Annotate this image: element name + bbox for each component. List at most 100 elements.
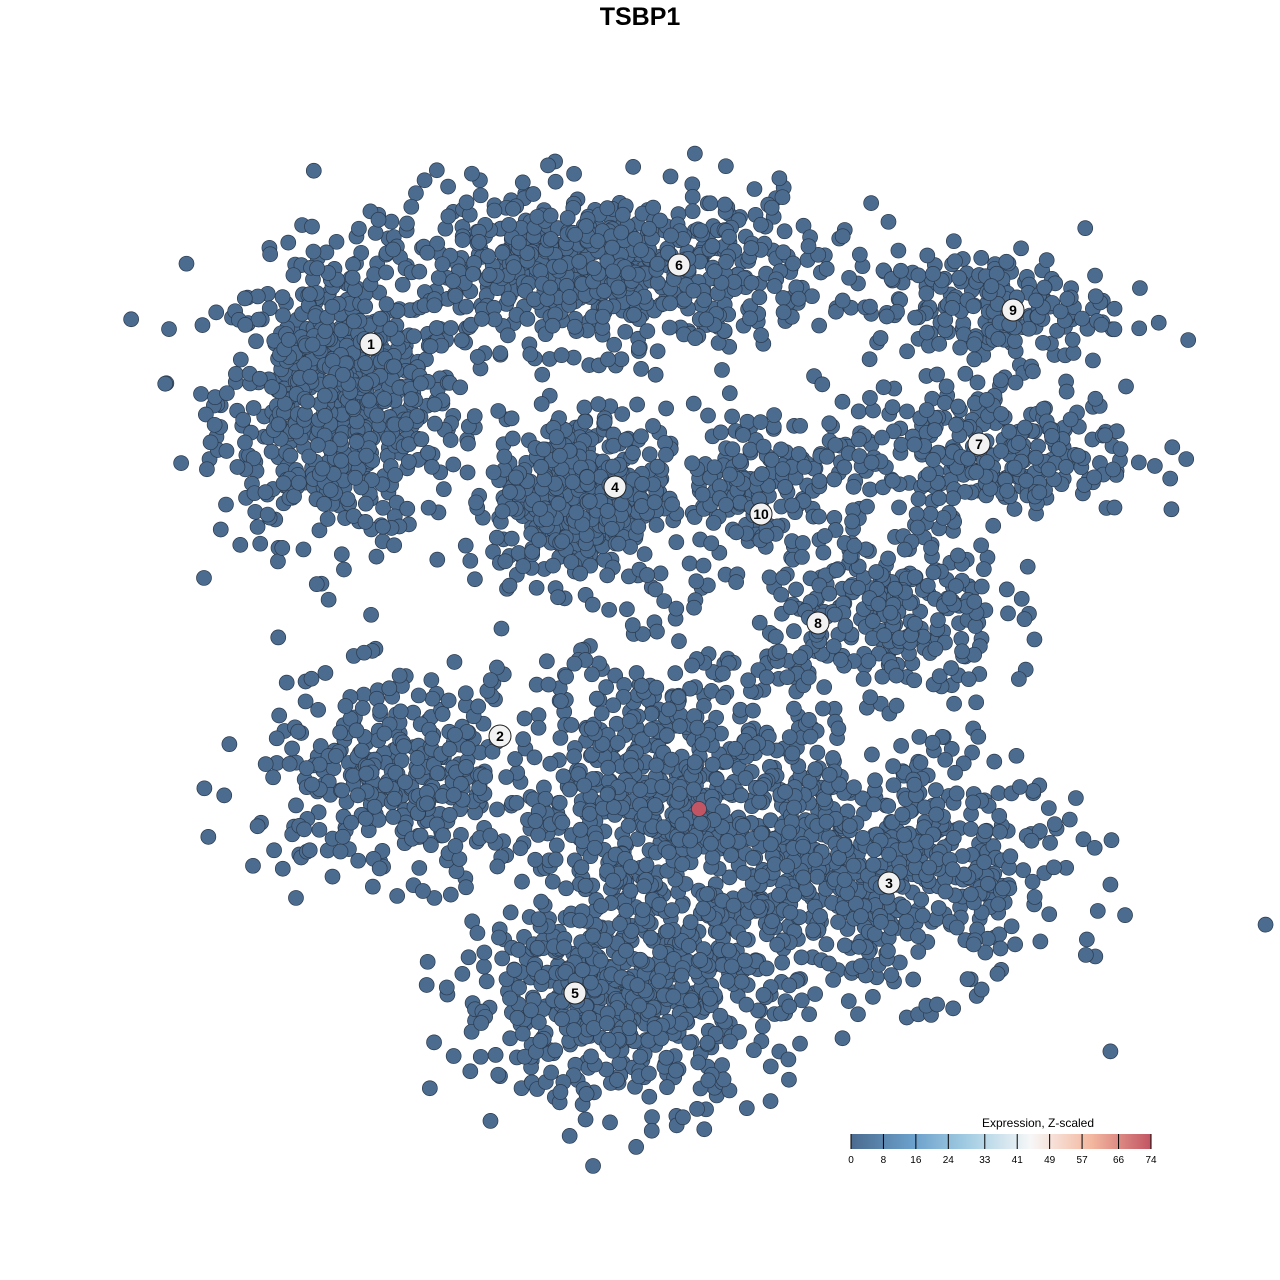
data-point-cluster-10 bbox=[766, 407, 782, 423]
data-point-cluster-5 bbox=[526, 749, 543, 766]
data-point-cluster-3 bbox=[864, 746, 880, 763]
data-point-cluster-2 bbox=[284, 740, 300, 757]
data-point-cluster-9 bbox=[1106, 300, 1123, 317]
data-point-cluster-8 bbox=[954, 643, 970, 660]
data-point-cluster-1 bbox=[301, 448, 318, 465]
data-point-cluster-10 bbox=[826, 471, 843, 488]
data-point-cluster-1 bbox=[332, 431, 349, 448]
data-point-cluster-7 bbox=[1058, 383, 1075, 400]
data-point-cluster-4 bbox=[577, 413, 594, 430]
data-point-cluster-5 bbox=[652, 944, 668, 960]
data-point-cluster-6 bbox=[458, 298, 474, 315]
data-point-cluster-6 bbox=[800, 238, 817, 255]
data-point-cluster-1 bbox=[270, 553, 286, 570]
data-point-cluster-6 bbox=[721, 228, 737, 245]
data-point-cluster-3 bbox=[1046, 859, 1062, 876]
data-point-cluster-6 bbox=[851, 246, 868, 263]
data-point-cluster-3 bbox=[990, 785, 1007, 801]
data-point-cluster-5 bbox=[502, 904, 519, 921]
data-point-cluster-3 bbox=[1061, 811, 1078, 828]
data-point-cluster-2 bbox=[290, 723, 306, 740]
data-point-cluster-7 bbox=[863, 454, 880, 471]
data-point-cluster-3 bbox=[888, 697, 905, 714]
data-point-cluster-5 bbox=[753, 825, 770, 842]
data-point-cluster-7 bbox=[948, 416, 964, 433]
data-point-cluster-8 bbox=[1016, 611, 1033, 627]
data-point-cluster-6 bbox=[649, 274, 666, 291]
data-point-cluster-7 bbox=[1097, 427, 1114, 444]
data-point-cluster-7 bbox=[1043, 428, 1060, 444]
data-point-cluster-8 bbox=[943, 660, 959, 676]
data-point-cluster-4 bbox=[581, 493, 598, 510]
data-point-cluster-6 bbox=[486, 202, 503, 219]
data-point-cluster-1 bbox=[235, 411, 252, 428]
data-point-cluster-5 bbox=[582, 974, 599, 991]
data-point-cluster-2 bbox=[311, 821, 328, 838]
data-point-cluster-5 bbox=[572, 565, 589, 582]
data-point-cluster-1 bbox=[316, 387, 333, 404]
data-point-cluster-3 bbox=[910, 928, 926, 945]
data-point-cluster-1 bbox=[196, 570, 212, 586]
data-point-cluster-5 bbox=[482, 672, 499, 688]
data-point-cluster-8 bbox=[821, 585, 838, 602]
data-point-cluster-9 bbox=[872, 330, 889, 346]
data-point-cluster-9 bbox=[925, 266, 941, 282]
data-point-cluster-6 bbox=[567, 318, 583, 335]
data-point-cluster-7 bbox=[1040, 461, 1057, 478]
data-point-cluster-8 bbox=[930, 612, 946, 628]
data-point-cluster-8 bbox=[816, 528, 833, 544]
data-point-cluster-6 bbox=[785, 255, 802, 272]
data-point-cluster-3 bbox=[885, 777, 902, 794]
data-point-cluster-3 bbox=[1002, 848, 1019, 865]
data-point-cluster-8 bbox=[846, 537, 863, 554]
data-point-cluster-1 bbox=[333, 546, 350, 563]
data-point-cluster-9 bbox=[990, 331, 1007, 347]
data-point-cluster-5 bbox=[493, 620, 510, 637]
data-point-cluster-1 bbox=[218, 496, 234, 513]
data-point-cluster-5 bbox=[510, 942, 527, 958]
data-point-cluster-5 bbox=[682, 914, 699, 930]
data-point-cluster-6 bbox=[714, 362, 730, 378]
data-point-cluster-5 bbox=[745, 850, 761, 866]
data-point-cluster-6 bbox=[718, 158, 734, 175]
data-point-cluster-8 bbox=[1000, 605, 1016, 622]
data-point-cluster-5 bbox=[624, 617, 641, 633]
data-point-cluster-9 bbox=[952, 339, 969, 356]
data-point-cluster-8 bbox=[920, 466, 937, 483]
data-point-cluster-4 bbox=[550, 589, 566, 606]
data-point-cluster-8 bbox=[695, 557, 712, 574]
data-point-cluster-7 bbox=[891, 499, 907, 516]
data-point-cluster-2 bbox=[386, 790, 403, 807]
data-point-cluster-5 bbox=[611, 916, 628, 932]
data-point-cluster-2 bbox=[311, 756, 328, 773]
data-point-cluster-6 bbox=[370, 211, 387, 228]
data-point-cluster-3 bbox=[945, 829, 962, 846]
data-point-cluster-2 bbox=[298, 760, 315, 776]
data-point-cluster-1 bbox=[250, 311, 267, 328]
data-point-cluster-3 bbox=[965, 794, 981, 811]
data-point-cluster-3 bbox=[1023, 832, 1040, 849]
data-point-cluster-1 bbox=[345, 399, 361, 416]
data-point-cluster-5 bbox=[542, 755, 559, 772]
data-point-cluster-8 bbox=[844, 513, 860, 530]
data-point-cluster-2 bbox=[470, 698, 487, 715]
data-point-cluster-8 bbox=[906, 672, 923, 689]
data-point-cluster-1 bbox=[194, 317, 211, 333]
data-point-cluster-5 bbox=[643, 706, 660, 722]
data-point-cluster-2 bbox=[372, 702, 388, 719]
data-point-cluster-3 bbox=[930, 900, 947, 916]
data-point-cluster-2 bbox=[354, 700, 371, 716]
data-point-cluster-1 bbox=[282, 447, 299, 464]
data-point-cluster-5 bbox=[792, 649, 809, 666]
data-point-cluster-4 bbox=[634, 476, 651, 492]
data-point-cluster-2 bbox=[304, 776, 320, 793]
data-point-cluster-1 bbox=[386, 537, 403, 554]
data-point-cluster-1 bbox=[304, 336, 321, 353]
data-point-cluster-8 bbox=[888, 667, 905, 684]
data-point-cluster-9 bbox=[944, 300, 961, 316]
data-point-cluster-3 bbox=[854, 829, 871, 846]
data-point-cluster-7 bbox=[1025, 363, 1041, 380]
data-point-cluster-7 bbox=[836, 459, 853, 476]
data-point-cluster-4 bbox=[457, 537, 474, 554]
data-point-cluster-7 bbox=[814, 376, 831, 393]
